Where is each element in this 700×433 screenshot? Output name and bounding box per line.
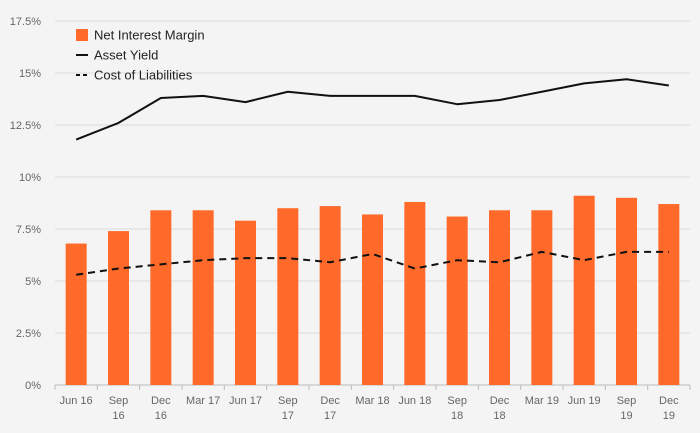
line-cost-of-liabilities[interactable] xyxy=(76,250,669,276)
x-axis: Jun 16 Sep 16 Dec 16 Mar 17 Jun 17 Sep 17 Dec 17 Ma… xyxy=(54,385,691,422)
legend-label: Cost of Liabilities xyxy=(94,68,193,83)
bar-sep-18[interactable] xyxy=(446,216,468,385)
x-tick-label: Dec 17 xyxy=(320,395,340,422)
lines xyxy=(75,78,669,276)
x-tick-label: Mar 18 xyxy=(355,395,389,407)
legend-label: Net Interest Margin xyxy=(94,28,205,43)
x-tick-label: Jun 16 xyxy=(60,395,93,407)
y-tick-label: 10% xyxy=(19,172,41,184)
bar-jun-19[interactable] xyxy=(573,195,595,385)
x-tick-label: Dec 16 xyxy=(151,395,171,422)
y-tick-label: 7.5% xyxy=(16,224,41,236)
x-tick-label: Mar 19 xyxy=(525,395,559,407)
bar-jun-18[interactable] xyxy=(404,201,426,385)
x-tick-label: Mar 17 xyxy=(186,395,220,407)
bar-mar-18[interactable] xyxy=(362,214,383,385)
x-tick-label: Sep 18 xyxy=(447,395,467,422)
bar-jun-17[interactable] xyxy=(235,220,256,385)
bar-mar-19[interactable] xyxy=(531,210,553,385)
bar-dec-18[interactable] xyxy=(489,210,510,385)
y-tick-label: 5% xyxy=(25,276,41,288)
bar-dec-19[interactable] xyxy=(658,204,680,385)
x-tick-label: Dec 18 xyxy=(490,395,510,422)
bar-sep-19[interactable] xyxy=(616,197,637,385)
x-tick-label: Jun 17 xyxy=(229,395,262,407)
y-tick-label: 17.5% xyxy=(10,16,41,28)
bar-sep-16[interactable] xyxy=(108,231,129,385)
x-tick-label: Sep 16 xyxy=(109,395,129,422)
y-tick-label: 0% xyxy=(25,380,41,392)
line-asset-yield[interactable] xyxy=(75,78,669,141)
y-tick-label: 15% xyxy=(19,68,41,80)
legend-item-cost-of-liabilities[interactable]: Cost of Liabilities xyxy=(76,68,193,83)
legend-swatch-bar xyxy=(76,29,88,41)
y-tick-label: 2.5% xyxy=(16,328,41,340)
legend-item-net-interest-margin[interactable]: Net Interest Margin xyxy=(76,28,205,43)
bar-dec-17[interactable] xyxy=(319,206,341,385)
legend-item-asset-yield[interactable]: Asset Yield xyxy=(76,48,158,63)
bar-sep-17[interactable] xyxy=(277,208,299,385)
y-axis: 0% 2.5% 5% 7.5% 10% 12.5% 15% 17.5% xyxy=(10,16,41,392)
x-tick-label: Dec 19 xyxy=(659,395,679,422)
x-tick-label: Sep 17 xyxy=(278,395,298,422)
bars-net-interest-margin xyxy=(65,195,680,385)
bar-dec-16[interactable] xyxy=(150,210,172,385)
bar-jun-16[interactable] xyxy=(65,243,87,385)
y-tick-label: 12.5% xyxy=(10,120,41,132)
x-tick-label: Jun 18 xyxy=(398,395,431,407)
legend-label: Asset Yield xyxy=(94,48,158,63)
x-tick-label: Sep 19 xyxy=(617,395,637,422)
bar-mar-17[interactable] xyxy=(192,210,214,385)
legend: Net Interest Margin Asset Yield Cost of … xyxy=(76,28,205,83)
x-tick-label: Jun 19 xyxy=(568,395,601,407)
